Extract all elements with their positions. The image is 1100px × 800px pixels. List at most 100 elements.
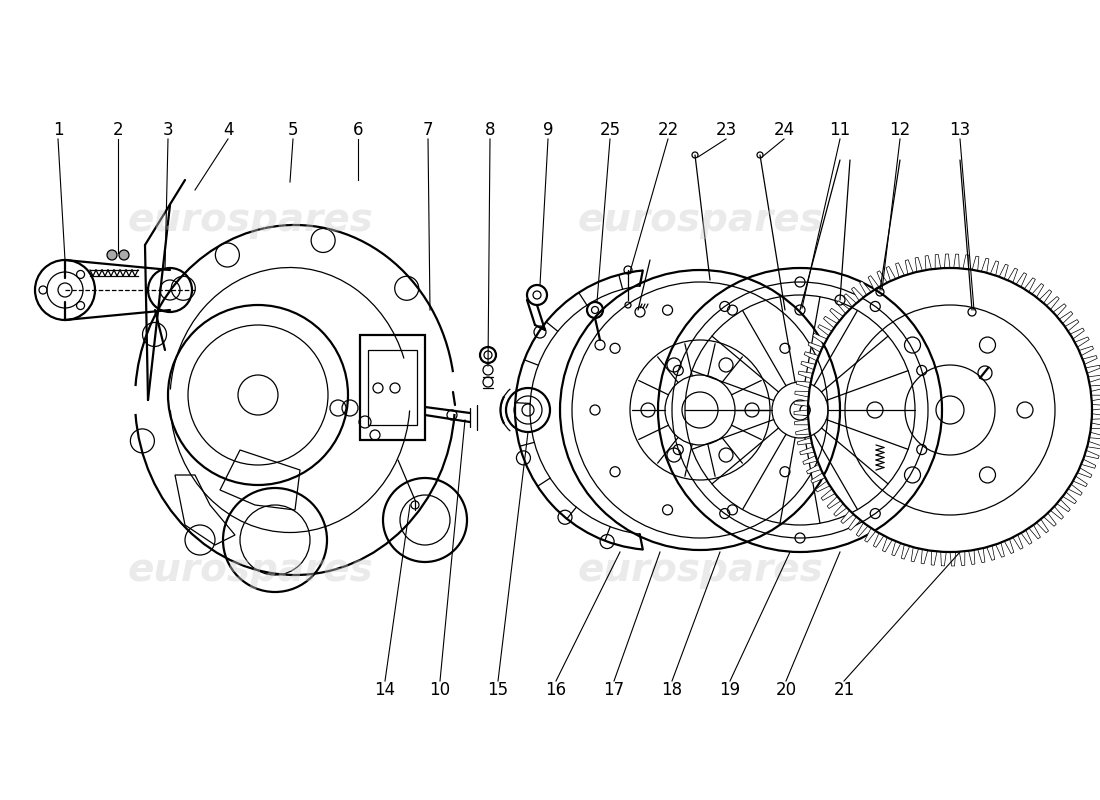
Text: 11: 11 — [829, 121, 850, 139]
Polygon shape — [794, 401, 808, 406]
Polygon shape — [1028, 525, 1041, 539]
Polygon shape — [1085, 450, 1099, 458]
Text: 9: 9 — [542, 121, 553, 139]
Polygon shape — [892, 541, 901, 556]
Text: 24: 24 — [773, 121, 794, 139]
Polygon shape — [808, 342, 823, 352]
Polygon shape — [844, 294, 857, 307]
Polygon shape — [1044, 513, 1056, 526]
Text: 20: 20 — [776, 681, 796, 699]
Polygon shape — [836, 301, 849, 314]
Polygon shape — [1008, 268, 1018, 282]
Polygon shape — [1091, 395, 1100, 401]
Polygon shape — [817, 325, 832, 336]
Polygon shape — [911, 547, 918, 562]
Polygon shape — [932, 550, 937, 565]
Text: 22: 22 — [658, 121, 679, 139]
Polygon shape — [851, 287, 864, 301]
Polygon shape — [999, 264, 1009, 279]
Polygon shape — [1075, 337, 1089, 347]
Polygon shape — [1063, 492, 1077, 504]
Polygon shape — [978, 548, 984, 562]
Polygon shape — [954, 254, 959, 268]
Polygon shape — [1065, 319, 1079, 331]
Polygon shape — [981, 258, 989, 273]
Polygon shape — [1091, 414, 1100, 419]
Polygon shape — [877, 270, 888, 286]
Polygon shape — [1086, 366, 1100, 374]
Circle shape — [107, 250, 117, 260]
Polygon shape — [859, 281, 871, 295]
Text: 12: 12 — [890, 121, 911, 139]
Polygon shape — [1092, 405, 1100, 410]
Polygon shape — [795, 429, 810, 435]
Text: 25: 25 — [600, 121, 620, 139]
Polygon shape — [882, 538, 892, 552]
Polygon shape — [794, 419, 808, 425]
Text: eurospares: eurospares — [578, 201, 823, 239]
Text: eurospares: eurospares — [128, 201, 373, 239]
Polygon shape — [1090, 385, 1100, 391]
Text: 16: 16 — [546, 681, 566, 699]
Text: 23: 23 — [715, 121, 737, 139]
Polygon shape — [1072, 476, 1087, 486]
Polygon shape — [887, 266, 895, 281]
Polygon shape — [1088, 375, 1100, 382]
Polygon shape — [811, 473, 825, 483]
Text: 17: 17 — [604, 681, 625, 699]
Polygon shape — [834, 504, 847, 516]
Polygon shape — [798, 438, 812, 445]
Polygon shape — [806, 464, 821, 474]
Text: 19: 19 — [719, 681, 740, 699]
Text: 21: 21 — [834, 681, 855, 699]
Text: 18: 18 — [661, 681, 683, 699]
Polygon shape — [996, 542, 1004, 558]
Polygon shape — [803, 456, 817, 465]
Text: eurospares: eurospares — [578, 551, 823, 589]
Text: 4: 4 — [222, 121, 233, 139]
Text: 5: 5 — [288, 121, 298, 139]
Polygon shape — [799, 371, 813, 378]
Polygon shape — [1082, 355, 1097, 364]
Polygon shape — [1077, 468, 1092, 478]
Polygon shape — [1004, 539, 1014, 554]
Polygon shape — [801, 362, 815, 370]
Text: 8: 8 — [485, 121, 495, 139]
Polygon shape — [1057, 499, 1070, 512]
Polygon shape — [895, 262, 904, 278]
Text: eurospares: eurospares — [128, 551, 373, 589]
Polygon shape — [856, 522, 868, 537]
Polygon shape — [1050, 506, 1064, 519]
Text: 2: 2 — [112, 121, 123, 139]
Polygon shape — [865, 528, 876, 542]
Polygon shape — [816, 481, 829, 492]
Polygon shape — [901, 545, 910, 559]
Polygon shape — [1087, 442, 1100, 449]
Polygon shape — [1053, 304, 1066, 316]
Polygon shape — [962, 255, 969, 270]
Polygon shape — [921, 550, 927, 564]
Polygon shape — [959, 551, 965, 566]
Polygon shape — [1036, 519, 1048, 533]
Polygon shape — [968, 550, 975, 565]
Polygon shape — [1070, 328, 1085, 339]
Text: 10: 10 — [429, 681, 451, 699]
Polygon shape — [905, 260, 913, 274]
Polygon shape — [873, 533, 884, 547]
Text: 7: 7 — [422, 121, 433, 139]
Polygon shape — [940, 552, 946, 566]
Text: 1: 1 — [53, 121, 64, 139]
Polygon shape — [1068, 484, 1082, 495]
Polygon shape — [868, 276, 879, 290]
Polygon shape — [1079, 346, 1093, 356]
Polygon shape — [950, 552, 956, 566]
Polygon shape — [848, 517, 860, 530]
Polygon shape — [1081, 459, 1096, 468]
Polygon shape — [829, 308, 844, 321]
Polygon shape — [1059, 311, 1072, 323]
Polygon shape — [1016, 273, 1026, 287]
Polygon shape — [827, 497, 840, 509]
Polygon shape — [795, 391, 810, 397]
Polygon shape — [1032, 283, 1044, 298]
Text: 3: 3 — [163, 121, 174, 139]
